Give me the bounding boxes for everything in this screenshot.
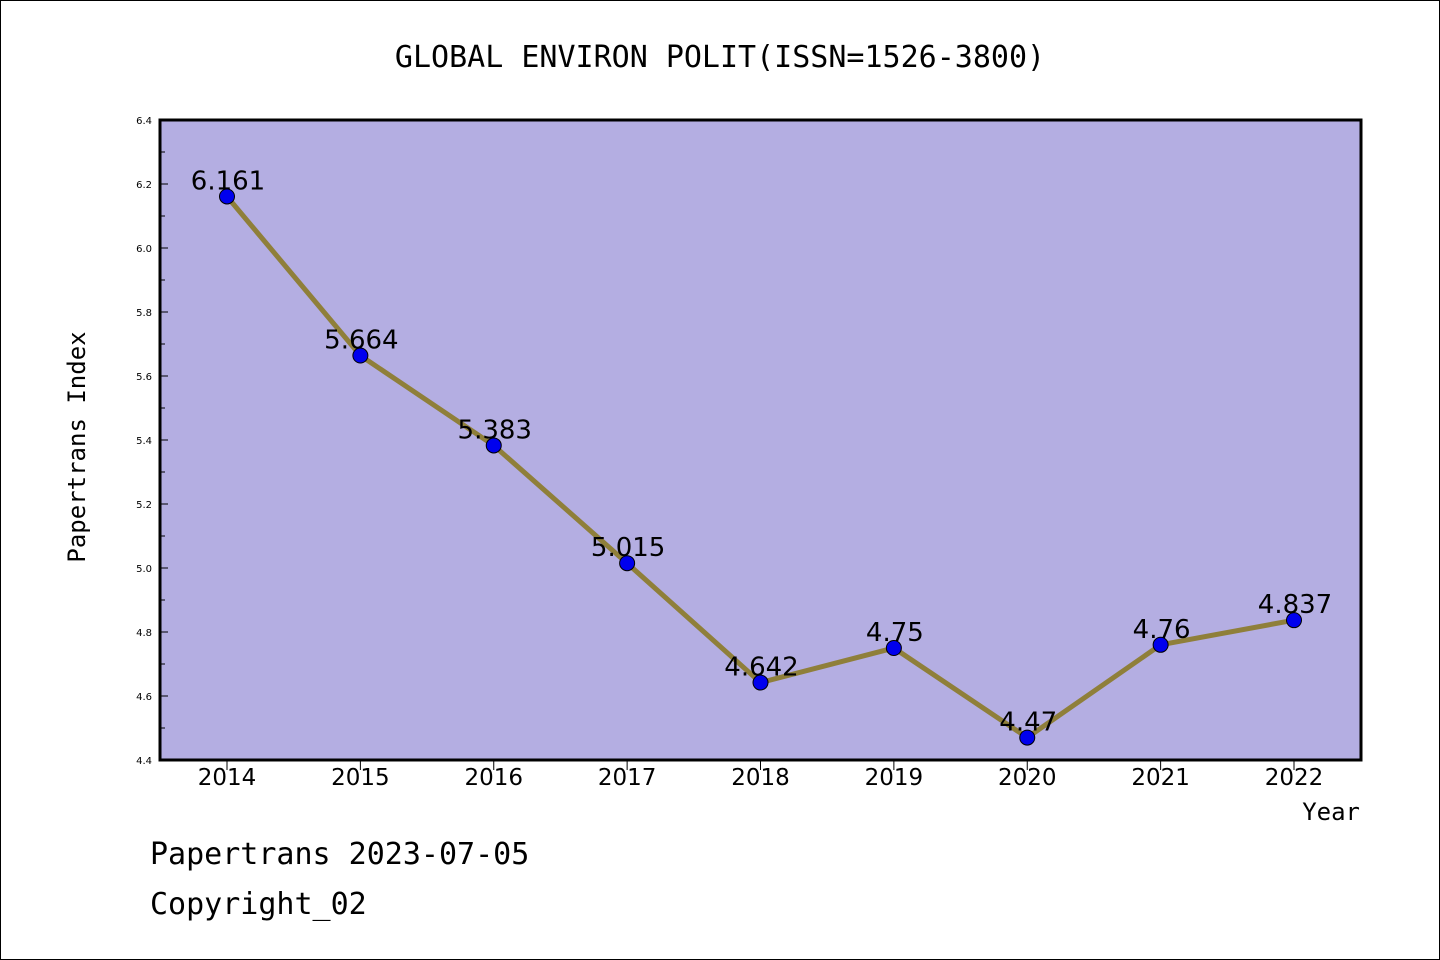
x-tick-label: 2020: [998, 765, 1057, 791]
x-tick-label: 2014: [198, 765, 257, 791]
data-point: [752, 674, 769, 691]
data-label: 4.75: [866, 618, 924, 648]
y-tick-label: 4.8: [136, 628, 152, 639]
data-labels-group: 6.161 5.664 5.383 5.015 4.642 4.75 4.47 4.76 4.8…: [191, 166, 1332, 737]
footer-date: Papertrans 2023-07-05: [150, 837, 529, 872]
data-label: 4.76: [1133, 615, 1191, 645]
x-tick-label: 2019: [865, 765, 924, 791]
y-tick-label: 6.2: [136, 180, 152, 191]
footer-copyright: Copyright_02: [150, 887, 367, 922]
data-point: [219, 188, 235, 205]
data-label: 5.015: [591, 533, 665, 563]
x-axis-label: Year: [1302, 798, 1360, 826]
data-point: [885, 640, 902, 656]
x-tick-label: 2016: [464, 765, 523, 791]
y-tick-label: 5.0: [136, 564, 152, 575]
data-label: 6.161: [191, 166, 265, 196]
x-tick-label: 2018: [731, 765, 790, 791]
y-tick-label: 4.4: [136, 756, 152, 767]
x-axis-ticks: 2014 2015 2016 2017 2018 2019 2020 2021 2022: [198, 760, 1324, 791]
x-tick-label: 2017: [598, 765, 657, 791]
plot-border: [158, 118, 1363, 762]
y-tick-label: 6.0: [136, 244, 152, 255]
y-tick-label: 4.6: [136, 692, 152, 703]
data-point: [485, 437, 502, 454]
data-label: 4.642: [724, 653, 798, 683]
x-tick-label: 2022: [1265, 765, 1324, 791]
x-tick-label: 2015: [331, 765, 390, 791]
series-group: [219, 188, 1302, 746]
y-tick-label: 5.8: [136, 308, 152, 319]
y-tick-label: 5.6: [136, 372, 152, 383]
x-tick-label: 2021: [1131, 765, 1190, 791]
data-label: 4.837: [1258, 590, 1332, 620]
data-point: [619, 555, 636, 572]
data-label: 5.664: [324, 326, 398, 356]
plot-area: [160, 120, 1361, 760]
y-tick-label: 5.2: [136, 500, 152, 511]
chart-title: GLOBAL ENVIRON POLIT(ISSN=1526-3800): [395, 40, 1045, 75]
data-point: [1152, 636, 1169, 653]
y-tick-label: 5.4: [136, 436, 152, 447]
data-label: 4.47: [999, 708, 1057, 738]
y-tick-label: 6.4: [136, 116, 152, 127]
data-point: [1019, 729, 1036, 746]
y-axis-label: Papertrans Index: [63, 331, 91, 562]
data-label: 5.383: [458, 415, 532, 445]
data-point: [352, 347, 369, 364]
data-point: [1286, 612, 1302, 629]
